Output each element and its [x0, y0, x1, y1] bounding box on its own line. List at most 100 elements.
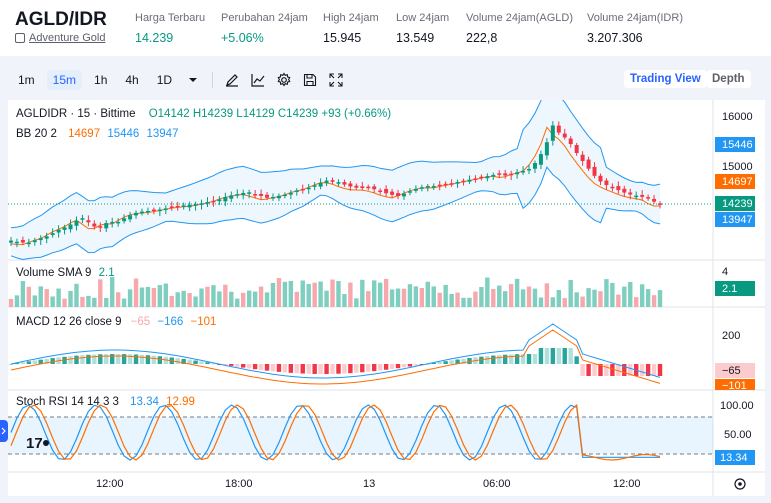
volume-bar	[497, 285, 502, 307]
depth-button[interactable]: Depth	[706, 70, 751, 88]
chart-area[interactable]: 16000 15000 15446 14697 14239 13947 4 2.…	[8, 82, 765, 496]
badge-macd-signal	[715, 379, 755, 390]
candle-body	[44, 236, 49, 239]
timeframe-4h[interactable]: 4h	[125, 73, 139, 87]
candle-body	[658, 203, 663, 205]
volume-bar	[383, 278, 389, 307]
candle-body	[318, 182, 323, 187]
timeframe-1d[interactable]: 1D	[156, 73, 173, 87]
macd-hist-bar	[532, 354, 538, 364]
macd-hist-bar	[8, 364, 14, 365]
sidebar-toggle[interactable]	[0, 420, 8, 442]
badge-volume-text: 2.1	[722, 283, 737, 295]
chevron-right-icon	[1, 427, 6, 435]
chart-canvas[interactable]: 16000 15000 15446 14697 14239 13947 4 2.…	[8, 82, 765, 496]
macd-hist-bar	[145, 355, 151, 364]
toolbar-divider	[212, 72, 214, 88]
candle-body	[616, 186, 621, 191]
macd-hist-bar	[586, 364, 591, 376]
macd-hist-bar	[503, 354, 508, 364]
candlesticks	[8, 121, 663, 248]
tradingview-logo: 17	[26, 435, 49, 452]
line-chart-icon[interactable]	[249, 71, 267, 89]
volume-bar	[437, 292, 442, 307]
volume-bar	[157, 285, 163, 307]
volume-bar	[324, 290, 329, 307]
macd-hist-bar	[157, 356, 163, 364]
price-tick: 15000	[722, 161, 753, 173]
candle-body	[175, 205, 180, 208]
candle-body	[396, 193, 401, 196]
candle-body	[56, 229, 61, 233]
candle-body	[378, 190, 383, 192]
candle-body	[646, 197, 651, 199]
volume-bar	[526, 286, 532, 307]
volume-bar	[121, 298, 127, 307]
candle-body	[205, 202, 210, 204]
macd-hist-bar	[628, 364, 633, 376]
gear-icon[interactable]	[275, 71, 293, 89]
candle-body	[282, 194, 287, 197]
macd-hist-bar	[651, 364, 657, 376]
market-header: AGLD/IDR Adventure Gold Harga Terbaru 14.…	[0, 0, 771, 56]
stat-low: Low 24jam 13.549	[396, 12, 449, 45]
candle-body	[497, 173, 502, 175]
macd-hist-bar	[431, 362, 436, 364]
macd-hist-bar	[616, 364, 621, 376]
timeframe-15m[interactable]: 15m	[46, 70, 83, 90]
pair-title: AGLD/IDR	[15, 9, 107, 30]
macd-hist-bar	[282, 364, 288, 373]
macd-hist-bar	[562, 348, 567, 364]
macd-hist-bar	[205, 362, 210, 364]
candle-body	[640, 195, 645, 197]
candle-body	[479, 176, 484, 179]
macd-hist-bar	[324, 364, 329, 374]
candle-body	[199, 203, 204, 205]
candle-body	[419, 187, 424, 189]
macd-hist-bar	[74, 355, 79, 364]
timeframe-1m[interactable]: 1m	[18, 73, 35, 87]
macd-hist-bar	[32, 360, 37, 364]
macd-hist-bar	[223, 364, 228, 365]
volume-bar	[44, 289, 49, 307]
volume-bar	[151, 287, 157, 307]
candle-body	[521, 170, 526, 173]
volume-bar	[300, 280, 305, 307]
ohlc-values: O14142 H14239 L14129 C14239 +93 (+0.66%)	[148, 108, 392, 120]
candle-body	[527, 168, 532, 171]
macd-signal-line	[10, 329, 661, 385]
stat-label: Harga Terbaru	[135, 12, 206, 24]
volume-bar	[175, 292, 180, 307]
volume-bar	[467, 297, 472, 307]
save-icon[interactable]	[301, 71, 319, 89]
stat-volume-agld: Volume 24jam(AGLD) 222,8	[466, 12, 573, 45]
timeframe-1h[interactable]: 1h	[94, 73, 108, 87]
volume-bar	[229, 291, 234, 307]
macd-hist-bar	[395, 364, 401, 369]
chart-settings-icon[interactable]	[734, 478, 746, 490]
chevron-down-icon[interactable]	[184, 71, 202, 89]
macd-hist-bar	[389, 364, 395, 369]
stat-change: Perubahan 24jam +5.06%	[221, 12, 308, 45]
fullscreen-icon[interactable]	[327, 71, 345, 89]
volume-bar	[282, 281, 288, 307]
macd-hist-bar	[50, 358, 55, 364]
pencil-icon[interactable]	[223, 71, 241, 89]
macd-hist-bar	[401, 364, 407, 368]
volume-bar	[628, 282, 633, 307]
macd-hist-bar	[413, 364, 419, 366]
volume-tick: 4	[722, 266, 728, 278]
macd-hist-bar	[604, 364, 609, 376]
volume-bar	[354, 298, 359, 307]
macd-signal-value: −101	[190, 316, 217, 328]
macd-hist-bar	[306, 364, 311, 374]
badge-bb-basis	[715, 174, 755, 189]
trading-view-button[interactable]: Trading View	[624, 70, 707, 88]
volume-bar	[479, 286, 484, 307]
stoch-legend: Stoch RSI 14 14 3 3 13.34 12.99	[16, 396, 195, 408]
time-tick: 12:00	[96, 478, 124, 490]
volume-bar	[532, 288, 538, 307]
coin-name-link[interactable]: Adventure Gold	[15, 32, 105, 44]
candle-body	[604, 180, 609, 186]
macd-hist-bar	[479, 356, 484, 364]
